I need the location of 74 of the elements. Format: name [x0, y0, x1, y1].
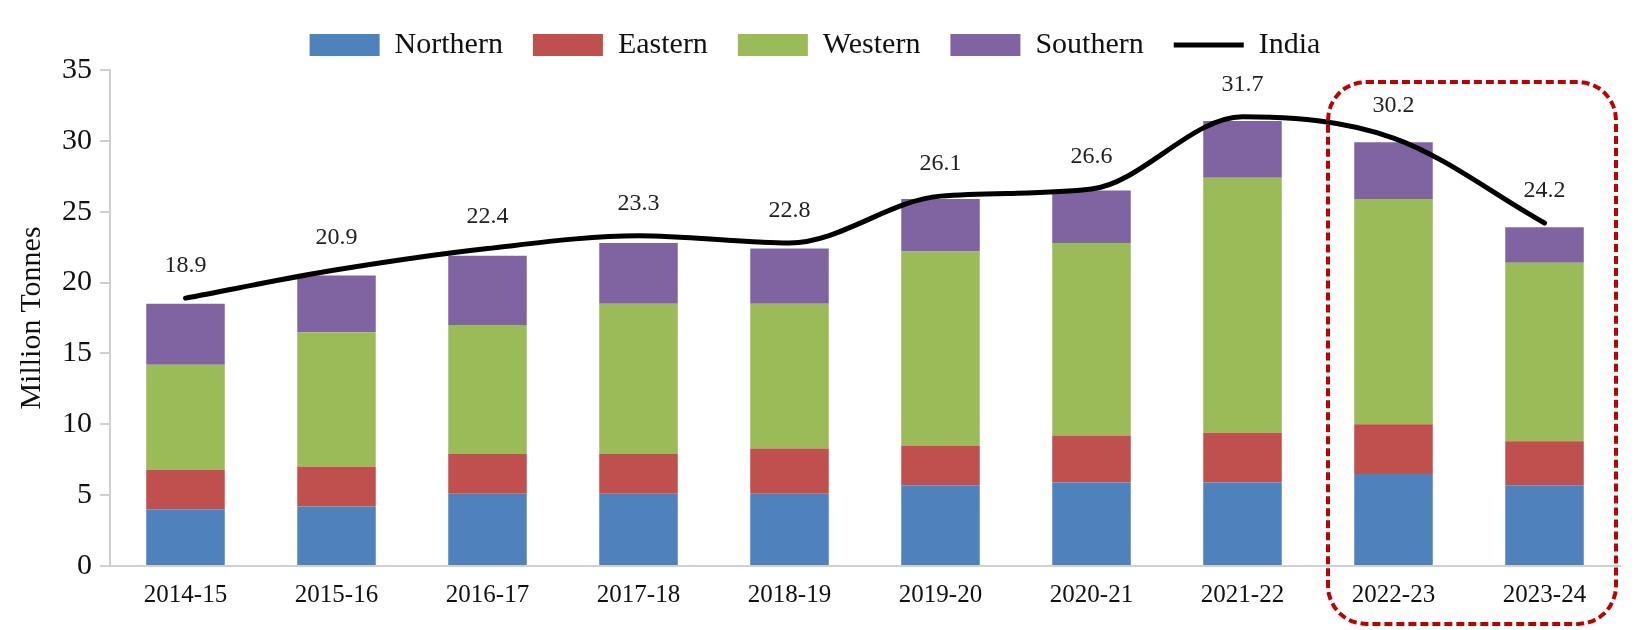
bar [1505, 485, 1584, 565]
x-tick-label: 2014-15 [143, 579, 228, 607]
y-tick-label: 20 [62, 263, 92, 297]
x-tick-label: 2020-21 [1049, 579, 1134, 607]
bar [1052, 482, 1131, 565]
bar [1052, 435, 1131, 483]
bar [297, 506, 376, 565]
bar [1354, 473, 1433, 565]
bar [750, 303, 829, 449]
bar [1505, 227, 1584, 263]
bar [1203, 482, 1282, 565]
x-tick-label: 2021-22 [1200, 579, 1285, 607]
bar [1354, 424, 1433, 474]
y-axis-title: Million Tonnes [12, 226, 46, 410]
bar [146, 469, 225, 510]
data-label: 31.7 [1221, 70, 1264, 97]
data-label: 18.9 [164, 251, 207, 278]
bar [599, 303, 678, 455]
bar [599, 493, 678, 565]
x-tick-label: 2019-20 [898, 579, 983, 607]
bar [750, 248, 829, 304]
bar [297, 466, 376, 507]
bar [146, 303, 225, 365]
bar [448, 255, 527, 326]
y-tick-label: 5 [77, 476, 92, 510]
data-label: 24.2 [1523, 176, 1566, 203]
bar [750, 448, 829, 494]
bar [146, 509, 225, 565]
data-label: 30.2 [1372, 91, 1415, 118]
x-tick-label: 2016-17 [445, 579, 530, 607]
bar [448, 493, 527, 565]
y-tick-label: 15 [62, 334, 92, 368]
bar [901, 198, 980, 252]
legend-label: Northern [394, 25, 503, 59]
legend-label: Southern [1035, 25, 1144, 59]
bar [750, 493, 829, 565]
y-tick-label: 30 [62, 121, 92, 155]
bar [599, 454, 678, 494]
data-label: 26.1 [919, 149, 962, 176]
bar [1052, 242, 1131, 436]
bar [448, 325, 527, 455]
x-tick-label: 2015-16 [294, 579, 379, 607]
data-label: 22.8 [768, 196, 811, 223]
x-tick-label: 2022-23 [1351, 579, 1436, 607]
bar [1354, 142, 1433, 199]
x-tick-label: 2017-18 [596, 579, 681, 607]
legend-label: Eastern [617, 25, 708, 59]
y-tick-label: 0 [77, 546, 92, 580]
x-tick-label: 2023-24 [1502, 579, 1587, 607]
bar [1354, 198, 1433, 425]
y-tick-label: 10 [62, 405, 92, 439]
bar [901, 445, 980, 486]
data-label: 26.6 [1070, 142, 1113, 169]
bar [1505, 262, 1584, 442]
bar [297, 275, 376, 333]
bar [1203, 432, 1282, 483]
bar [448, 454, 527, 494]
bar [1203, 177, 1282, 433]
bar [901, 251, 980, 446]
bar [297, 332, 376, 467]
legend-label: Western [822, 25, 921, 59]
bar [599, 242, 678, 304]
bar [1203, 121, 1282, 178]
bar [901, 485, 980, 565]
data-label: 23.3 [617, 189, 660, 216]
x-tick-label: 2018-19 [747, 579, 832, 607]
y-tick-label: 25 [62, 192, 92, 226]
y-tick-label: 35 [62, 50, 92, 84]
data-label: 20.9 [315, 223, 358, 250]
bar [146, 364, 225, 470]
bar [1052, 190, 1131, 243]
legend-label: India [1258, 25, 1321, 59]
bar [1505, 441, 1584, 486]
data-label: 22.4 [466, 201, 509, 228]
